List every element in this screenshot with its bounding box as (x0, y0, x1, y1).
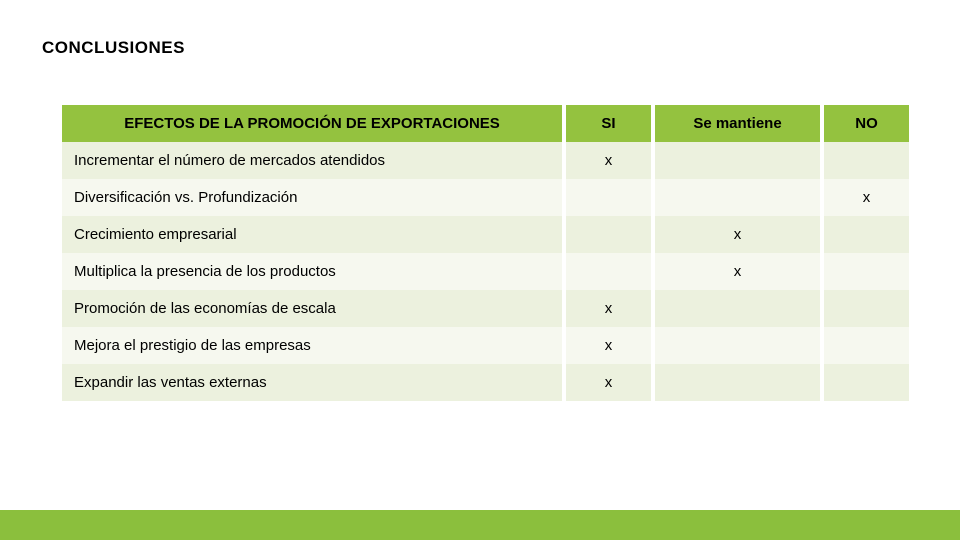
cell-se (655, 290, 820, 327)
cell-si: x (566, 142, 651, 179)
cell-no (824, 216, 909, 253)
table-body: Incrementar el número de mercados atendi… (62, 142, 909, 401)
col-header-effect: EFECTOS DE LA PROMOCIÓN DE EXPORTACIONES (62, 105, 562, 142)
table-row: Promoción de las economías de escala x (62, 290, 909, 327)
cell-si: x (566, 364, 651, 401)
cell-si (566, 179, 651, 216)
table-row: Multiplica la presencia de los productos… (62, 253, 909, 290)
table-header-row: EFECTOS DE LA PROMOCIÓN DE EXPORTACIONES… (62, 105, 909, 142)
cell-si (566, 253, 651, 290)
cell-effect: Multiplica la presencia de los productos (62, 253, 562, 290)
cell-se (655, 179, 820, 216)
cell-no: x (824, 179, 909, 216)
slide: CONCLUSIONES EFECTOS DE LA PROMOCIÓN DE … (0, 0, 960, 540)
footer-bar (0, 510, 960, 540)
cell-effect: Incrementar el número de mercados atendi… (62, 142, 562, 179)
cell-effect: Mejora el prestigio de las empresas (62, 327, 562, 364)
table-row: Incrementar el número de mercados atendi… (62, 142, 909, 179)
cell-no (824, 290, 909, 327)
table-row: Expandir las ventas externas x (62, 364, 909, 401)
table-row: Mejora el prestigio de las empresas x (62, 327, 909, 364)
page-title: CONCLUSIONES (42, 38, 185, 58)
cell-se (655, 327, 820, 364)
cell-se (655, 364, 820, 401)
cell-si: x (566, 327, 651, 364)
cell-si: x (566, 290, 651, 327)
col-header-se: Se mantiene (655, 105, 820, 142)
table-row: Crecimiento empresarial x (62, 216, 909, 253)
col-header-si: SI (566, 105, 651, 142)
cell-effect: Crecimiento empresarial (62, 216, 562, 253)
cell-se (655, 142, 820, 179)
effects-table: EFECTOS DE LA PROMOCIÓN DE EXPORTACIONES… (58, 105, 913, 401)
cell-effect: Diversificación vs. Profundización (62, 179, 562, 216)
cell-effect: Expandir las ventas externas (62, 364, 562, 401)
table-row: Diversificación vs. Profundización x (62, 179, 909, 216)
cell-no (824, 253, 909, 290)
col-header-no: NO (824, 105, 909, 142)
cell-no (824, 364, 909, 401)
cell-se: x (655, 253, 820, 290)
cell-no (824, 142, 909, 179)
cell-no (824, 327, 909, 364)
cell-effect: Promoción de las economías de escala (62, 290, 562, 327)
effects-table-container: EFECTOS DE LA PROMOCIÓN DE EXPORTACIONES… (58, 105, 913, 401)
cell-si (566, 216, 651, 253)
cell-se: x (655, 216, 820, 253)
